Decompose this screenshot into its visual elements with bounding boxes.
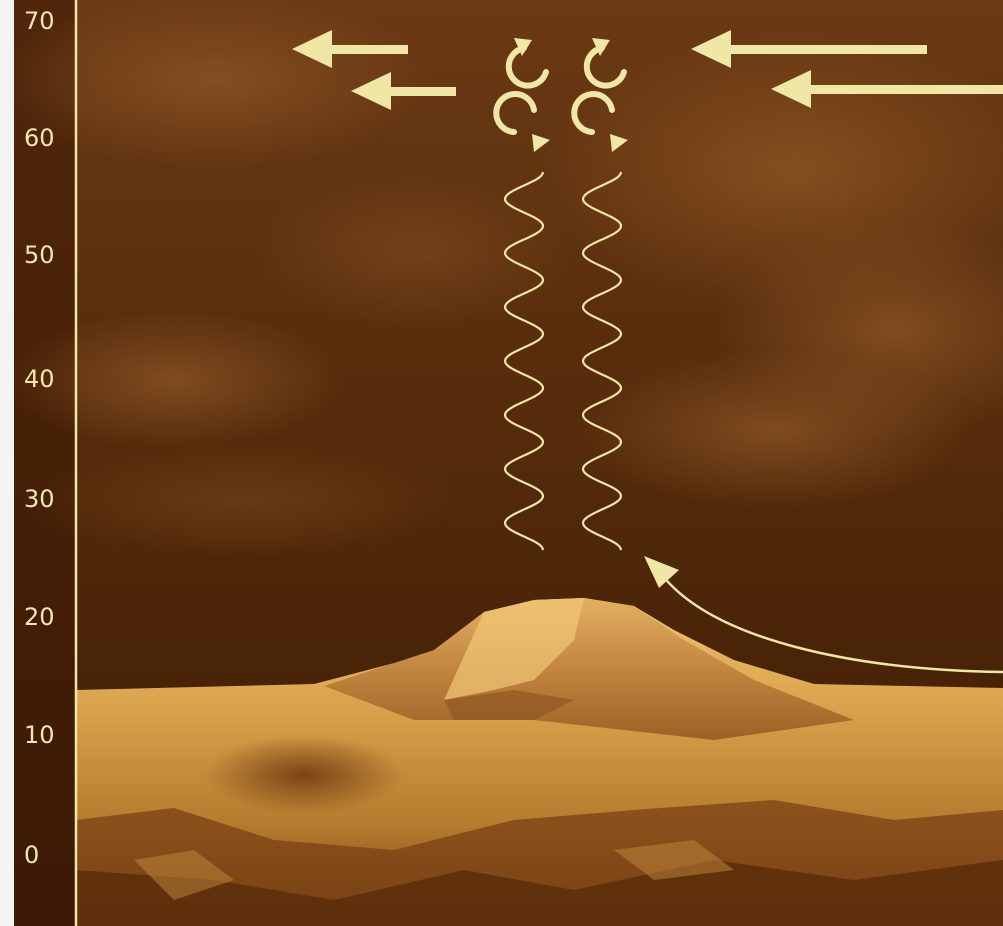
arrow-left-icon bbox=[292, 30, 408, 68]
wind-arrows bbox=[292, 30, 1003, 110]
axis-band bbox=[14, 0, 76, 926]
axis-tick-label: 10 bbox=[24, 721, 55, 749]
venus-atmosphere-diagram: 70 60 50 40 30 20 10 0 bbox=[14, 0, 1003, 926]
eddies bbox=[493, 38, 628, 152]
axis-tick-label: 50 bbox=[24, 241, 55, 269]
axis-tick-label: 0 bbox=[24, 841, 40, 869]
crater bbox=[204, 735, 404, 815]
curved-arrow-icon bbox=[644, 556, 1003, 674]
axis-tick-label: 60 bbox=[24, 124, 55, 152]
scene-graphic bbox=[14, 0, 1003, 926]
axis-tick-label: 30 bbox=[24, 485, 55, 513]
axis-tick-label: 20 bbox=[24, 603, 55, 631]
axis-tick-label: 40 bbox=[24, 365, 55, 393]
arrow-left-icon bbox=[691, 30, 927, 68]
venus-surface bbox=[76, 598, 1003, 926]
rotation-clockwise-icon bbox=[505, 38, 549, 89]
arrow-left-icon bbox=[351, 72, 456, 110]
rotation-clockwise-icon bbox=[583, 38, 627, 89]
cloud-layer bbox=[14, 0, 1003, 560]
rotation-counterclockwise-icon bbox=[493, 91, 550, 152]
axis-tick-label: 70 bbox=[24, 7, 55, 35]
gravity-waves bbox=[503, 171, 623, 551]
arrow-left-icon bbox=[771, 70, 1003, 108]
rotation-counterclockwise-icon bbox=[571, 91, 628, 152]
wave-squiggle-icon bbox=[503, 171, 545, 551]
wave-squiggle-icon bbox=[581, 171, 623, 551]
